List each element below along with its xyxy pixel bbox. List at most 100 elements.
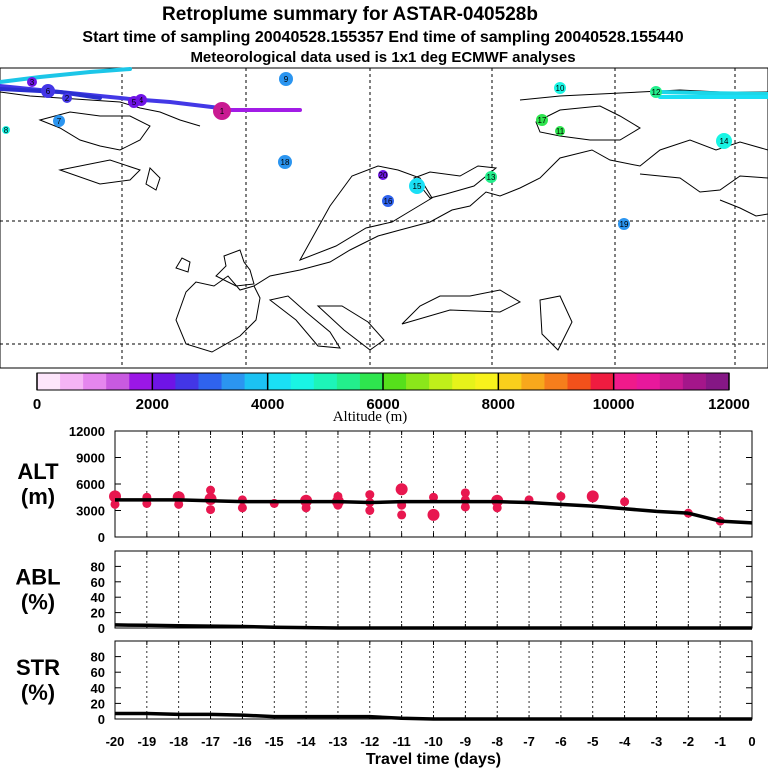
colorbar-swatch (429, 373, 453, 390)
colorbar-swatch (267, 373, 292, 390)
panel-alt: 0 3000 6000 9000 12000 ALT(m) (17, 424, 753, 545)
altitude-point (395, 483, 408, 496)
altitude-point (397, 510, 407, 520)
cluster-dot (716, 133, 732, 149)
cluster-marker-12: 12 (650, 86, 662, 98)
cluster-label: 16 (384, 197, 393, 206)
cluster-dot (213, 102, 231, 120)
panel-label: ALT (17, 459, 59, 484)
panel-label: ABL (15, 565, 60, 590)
cluster-marker-2: 2 (62, 93, 72, 103)
cluster-label: 19 (620, 220, 629, 229)
cluster-marker-14: 14 (716, 133, 732, 149)
y-tick-label: 80 (91, 559, 105, 574)
colorbar-swatch (567, 373, 592, 390)
y-tick-label: 40 (91, 681, 105, 696)
altitude-point (429, 492, 438, 502)
colorbar-swatch (198, 373, 223, 390)
map-graticule (0, 68, 768, 368)
colorbar-swatch (106, 373, 130, 390)
x-tick-label: -8 (491, 734, 503, 749)
altitude-point (206, 505, 216, 515)
title-line-1: Retroplume summary for ASTAR-040528b (162, 4, 538, 25)
panel-unit-label: (m) (21, 484, 55, 509)
y-tick-label: 12000 (69, 424, 105, 439)
cluster-label: 5 (132, 98, 137, 107)
cluster-label: 3 (30, 78, 35, 87)
y-tick-label: 0 (98, 530, 105, 545)
title-line-2: Start time of sampling 20040528.155357 E… (82, 29, 683, 46)
cluster-label: 7 (57, 117, 62, 126)
x-tick-label: -14 (297, 734, 317, 749)
colorbar-swatch (636, 373, 661, 390)
colorbar-swatch (613, 373, 638, 390)
cluster-label: 6 (46, 87, 51, 96)
y-tick-label: 60 (91, 665, 105, 680)
title-line-3: Meteorological data used is 1x1 deg ECMW… (190, 49, 575, 66)
y-tick-label: 6000 (76, 477, 105, 492)
x-tick-label: -3 (651, 734, 663, 749)
colorbar-tick-label: 2000 (136, 396, 169, 413)
cluster-marker-10: 10 (554, 82, 566, 94)
colorbar-swatch (83, 373, 107, 390)
altitude-point (586, 490, 599, 503)
altitude-point (365, 490, 375, 500)
cluster-dot (409, 178, 425, 194)
colorbar-tick-label: 8000 (482, 396, 515, 413)
y-tick-label: 20 (91, 696, 105, 711)
x-tick-label: -13 (329, 734, 348, 749)
cluster-marker-1: 1 (213, 102, 231, 120)
colorbar-swatch (659, 373, 684, 390)
x-tick-label: -10 (424, 734, 443, 749)
colorbar-tick-label: 0 (33, 396, 41, 413)
colorbar-swatch (244, 373, 269, 390)
colorbar-swatch (705, 373, 730, 390)
colorbar-swatch (152, 373, 176, 390)
cluster-dot (618, 218, 630, 230)
cluster-label: 17 (538, 116, 547, 125)
cluster-label: 11 (556, 127, 565, 136)
colorbar-title: Altitude (m) (333, 409, 408, 425)
colorbar-swatch (129, 373, 153, 390)
colorbar-swatch (406, 373, 430, 390)
cluster-label: 12 (652, 88, 661, 97)
cluster-marker-7: 7 (53, 115, 65, 127)
altitude-point (301, 503, 311, 513)
cluster-label: 4 (139, 96, 144, 105)
altitude-point (206, 485, 216, 495)
cluster-label: 20 (379, 171, 388, 180)
x-tick-label: -17 (201, 734, 220, 749)
altitude-point (492, 503, 502, 513)
cluster-label: 18 (281, 158, 290, 167)
x-tick-label: -20 (106, 734, 125, 749)
y-tick-label: 40 (91, 590, 105, 605)
x-tick-label: -4 (619, 734, 631, 749)
cluster-label: 8 (4, 126, 9, 135)
y-tick-label: 0 (98, 621, 105, 636)
cluster-marker-20: 20 (378, 170, 388, 180)
series-line (115, 711, 752, 721)
colorbar-swatch (359, 373, 384, 390)
time-series-panels: 030006000900012000ALT(m)020406080ABL(%)0… (15, 424, 755, 768)
colorbar-swatch (475, 373, 499, 390)
y-tick-label: 60 (91, 575, 105, 590)
x-tick-label: -16 (233, 734, 252, 749)
x-tick-label: -19 (137, 734, 156, 749)
cluster-dot (536, 114, 548, 126)
cluster-marker-13: 13 (485, 171, 497, 183)
altitude-point (460, 502, 470, 512)
trajectory-lines (0, 67, 768, 112)
cluster-dot (2, 126, 10, 134)
cluster-dot (27, 77, 37, 87)
cluster-marker-3: 3 (27, 77, 37, 87)
cluster-marker-11: 11 (555, 126, 565, 136)
x-axis-title: Travel time (days) (366, 751, 501, 768)
altitude-point (427, 508, 440, 521)
colorbar-tick-label: 6000 (366, 396, 399, 413)
y-tick-label: 3000 (76, 504, 105, 519)
colorbar-tick-label: 4000 (251, 396, 284, 413)
cluster-marker-17: 17 (536, 114, 548, 126)
x-tick-label: -18 (169, 734, 188, 749)
